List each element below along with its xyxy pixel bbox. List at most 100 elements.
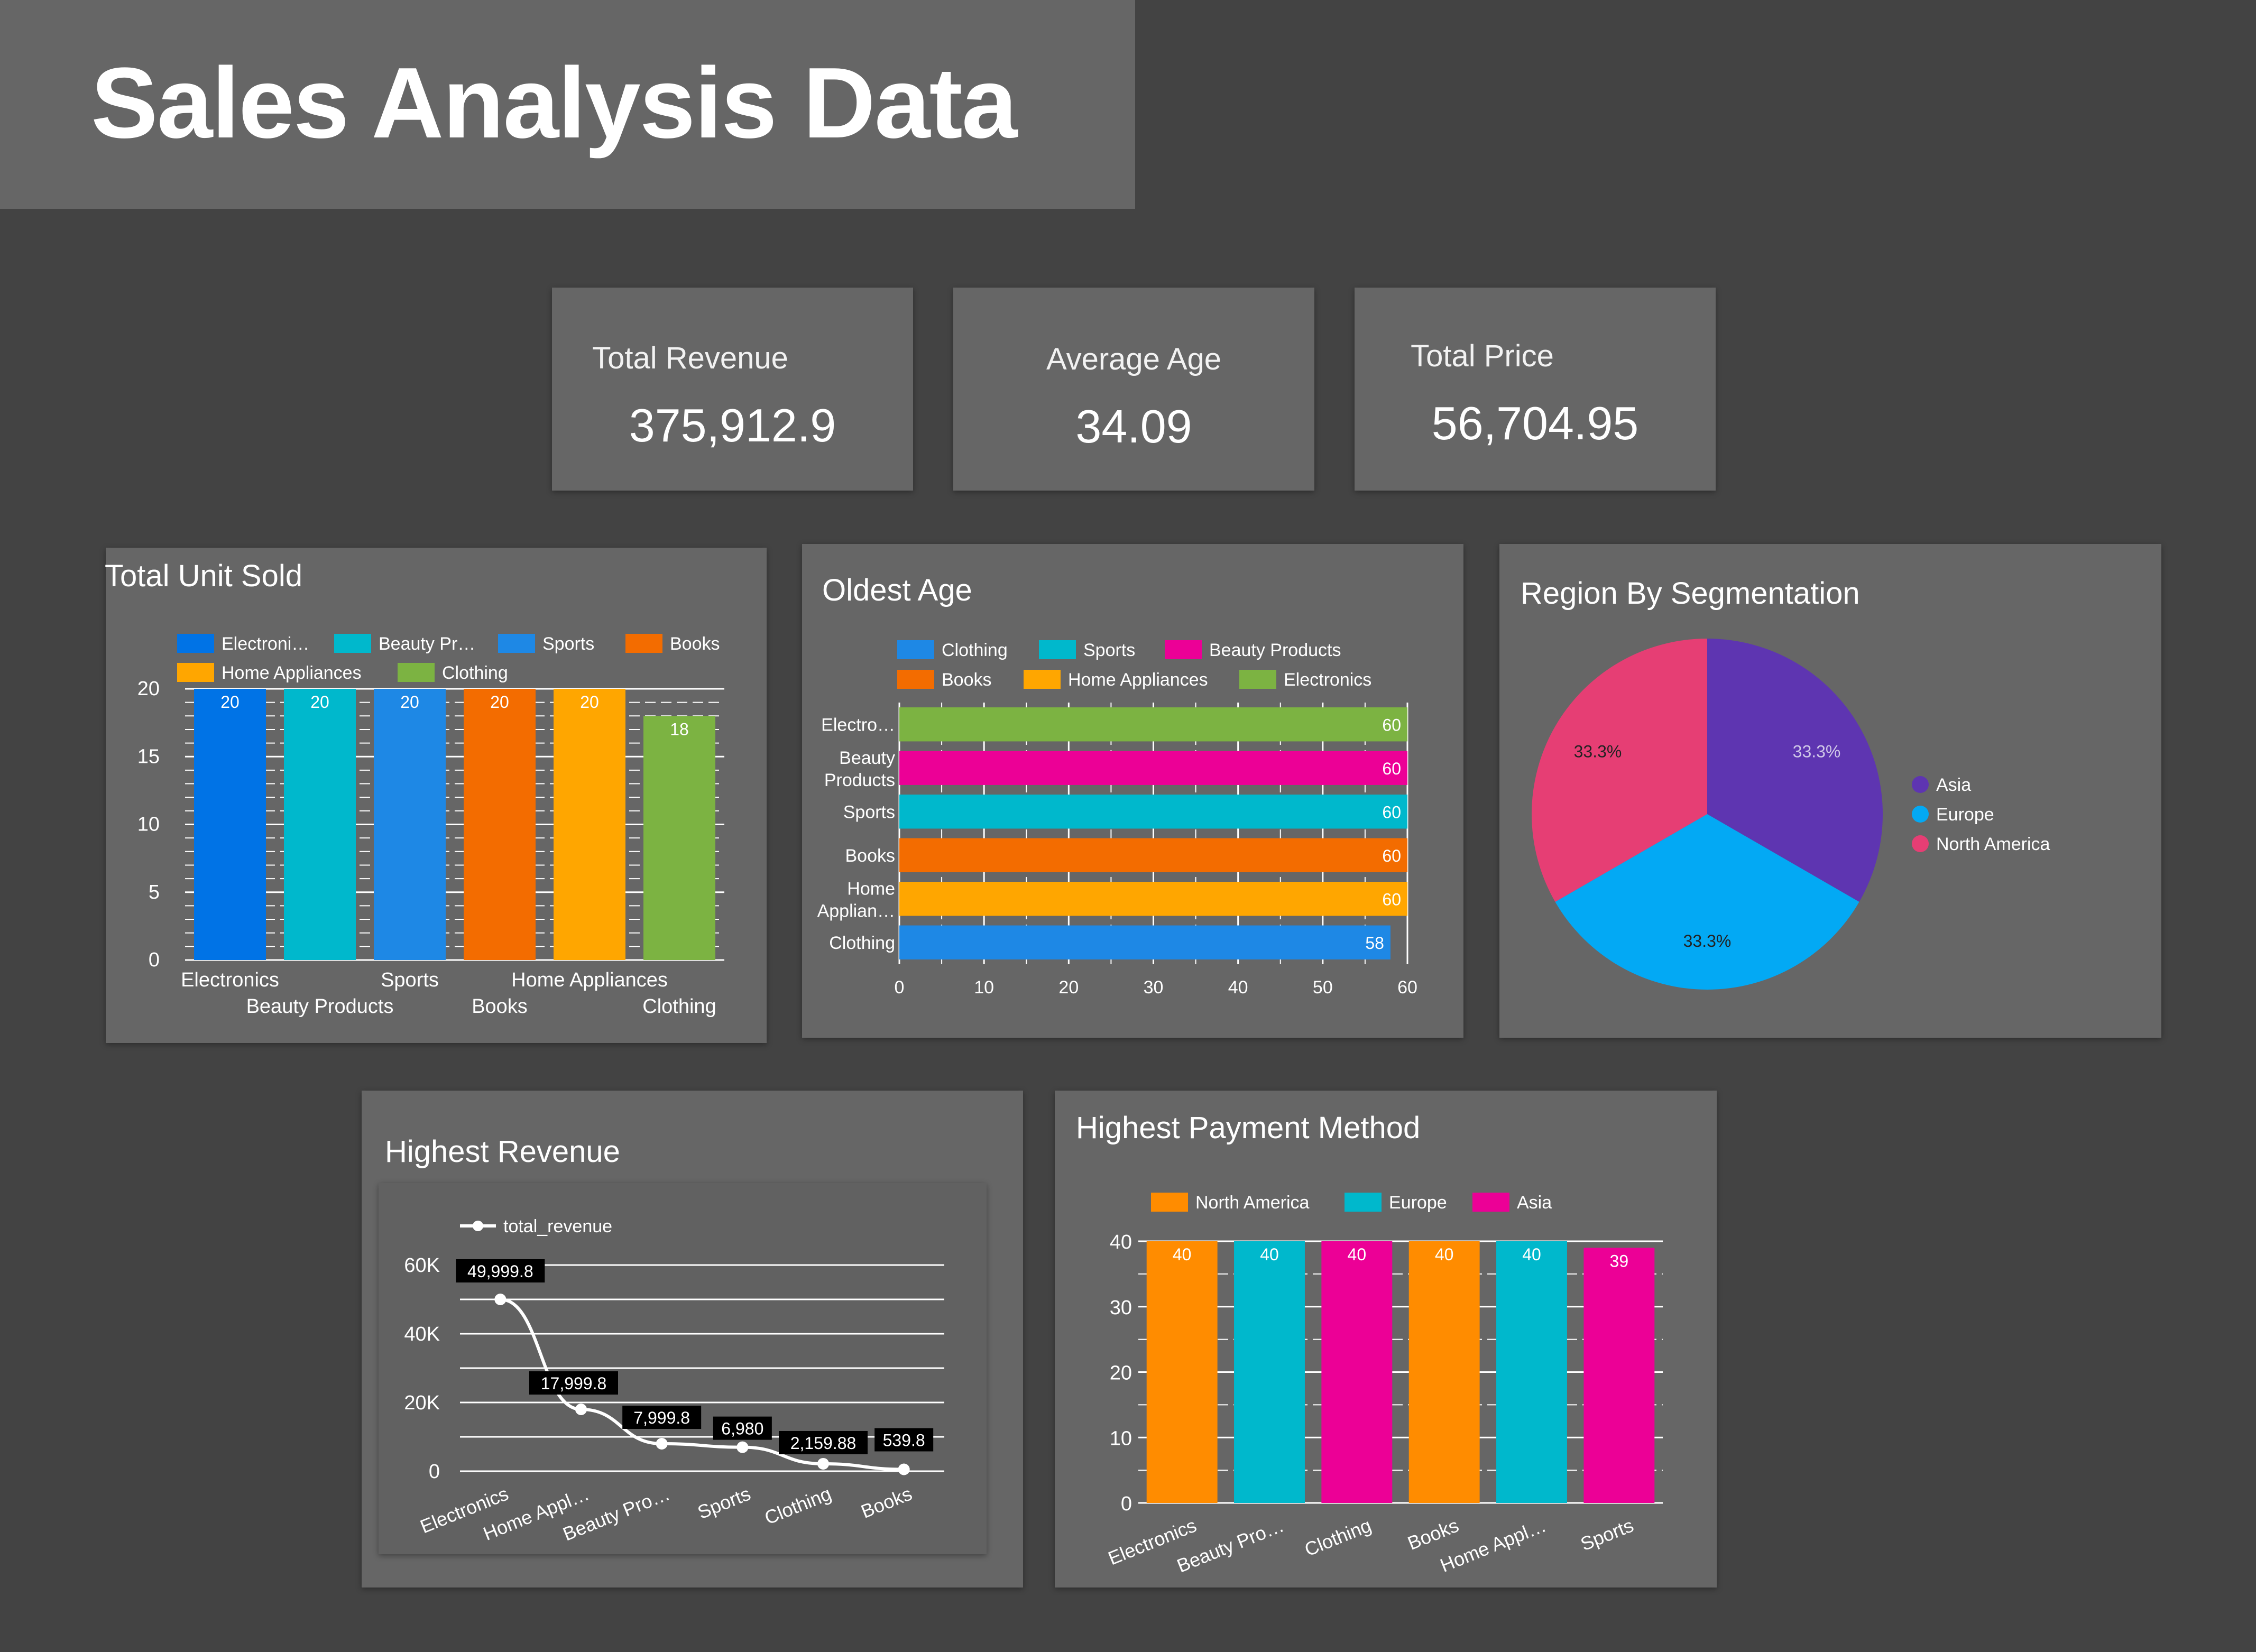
data-label: 40 xyxy=(1173,1245,1192,1264)
kpi-value: 375,912.9 xyxy=(629,399,836,451)
region-chart: 33.3% 33.3% 33.3% Asia Europe North America xyxy=(1532,639,2050,990)
payment-chart: North America Europe Asia01020304040Electr… xyxy=(1105,1193,1663,1577)
bar xyxy=(899,795,1407,829)
legend-swatch xyxy=(1472,1193,1509,1212)
x-tick-label: Sports xyxy=(1578,1514,1637,1555)
kpi-value: 56,704.95 xyxy=(1431,397,1639,449)
data-label: 40 xyxy=(1435,1245,1454,1264)
data-label: 60 xyxy=(1382,802,1401,822)
y-tick-label: 60K xyxy=(404,1254,440,1277)
bar xyxy=(1408,1241,1480,1503)
slice-label: 33.3% xyxy=(1793,742,1841,761)
pie-slice xyxy=(1707,639,1883,902)
legend-swatch xyxy=(625,634,662,653)
bar xyxy=(1496,1241,1567,1503)
legend-swatch xyxy=(1239,670,1276,689)
legend-label: Home Appliances xyxy=(1068,670,1208,690)
data-label: 58 xyxy=(1365,934,1384,953)
legend-swatch xyxy=(897,640,934,659)
legend-label: Clothing xyxy=(942,640,1008,660)
bar xyxy=(194,689,266,960)
legend-label: Sports xyxy=(542,634,594,654)
legend-label: North America xyxy=(1936,834,2050,854)
title-banner: Sales Analysis Data xyxy=(0,0,1135,209)
bar xyxy=(554,689,625,960)
slice-label: 33.3% xyxy=(1574,742,1622,761)
x-tick-label: Sports xyxy=(695,1482,754,1523)
bar xyxy=(1146,1241,1218,1503)
y-tick-label: 20K xyxy=(404,1392,440,1414)
units-sold-panel: Total Unit Sold Electroni… Beauty Pr… Spor… xyxy=(105,548,767,1043)
kpi-label: Total Revenue xyxy=(592,341,788,375)
legend-label: Beauty Pr… xyxy=(379,634,475,654)
data-label: 20 xyxy=(490,693,509,712)
data-point xyxy=(817,1457,829,1470)
oldest-age-chart: Clothing Sports Beauty Products Books Home A… xyxy=(817,640,1417,998)
y-tick-label: 30 xyxy=(1110,1297,1132,1319)
x-tick-label: 10 xyxy=(974,977,994,998)
legend-label: total_revenue xyxy=(503,1216,612,1236)
units-sold-chart: Electroni… Beauty Pr… Sports Books Home Appl… xyxy=(137,634,724,1018)
kpi-label: Total Price xyxy=(1411,339,1554,373)
bar xyxy=(899,925,1391,959)
y-tick-label: Applian… xyxy=(817,901,895,921)
region-panel: Region By Segmentation 33.3% 33.3% 33.3% As… xyxy=(1499,544,2161,1038)
y-tick-label: Beauty xyxy=(839,748,895,768)
y-tick-label: 15 xyxy=(137,745,160,768)
legend-swatch xyxy=(1165,640,1202,659)
x-tick-label: Clothing xyxy=(1301,1514,1374,1560)
legend-swatch xyxy=(1912,835,1929,852)
legend-swatch xyxy=(177,634,214,653)
highest-revenue-panel: Highest Revenue total_revenue 0 20K 40K 60K 4… xyxy=(362,1091,1023,1588)
y-tick-label: Electro… xyxy=(821,715,895,735)
y-tick-label: 10 xyxy=(137,814,160,836)
bar xyxy=(1234,1241,1305,1503)
chart-title: Oldest Age xyxy=(822,573,972,607)
data-label: 18 xyxy=(670,719,689,739)
data-label: 539.8 xyxy=(883,1430,925,1450)
y-tick-label: Clothing xyxy=(829,933,895,953)
data-label: 60 xyxy=(1382,759,1401,778)
data-label: 40 xyxy=(1348,1245,1367,1264)
data-point xyxy=(575,1404,587,1416)
y-tick-label: 20 xyxy=(137,678,160,700)
chart-title: Region By Segmentation xyxy=(1521,576,1860,611)
legend-swatch xyxy=(1912,806,1929,823)
bar xyxy=(1321,1241,1393,1503)
bar xyxy=(464,689,536,960)
y-tick-label: 0 xyxy=(1121,1493,1132,1515)
data-point xyxy=(656,1438,668,1450)
legend-label: Home Appliances xyxy=(222,663,362,683)
legend-label: Books xyxy=(942,670,992,690)
data-label-bg xyxy=(713,1416,772,1440)
x-tick-label: 20 xyxy=(1058,977,1079,998)
y-tick-label: 40K xyxy=(404,1323,440,1345)
x-tick-label: 40 xyxy=(1228,977,1248,998)
kpi-label: Average Age xyxy=(1046,342,1222,376)
x-tick-label: Books xyxy=(858,1482,915,1522)
page-title: Sales Analysis Data xyxy=(91,47,1017,159)
kpi-total-price: Total Price 56,704.95 xyxy=(1355,288,1716,491)
y-tick-label: Books xyxy=(845,846,896,866)
y-tick-label: 0 xyxy=(429,1461,440,1483)
y-tick-label: 40 xyxy=(1110,1231,1132,1253)
data-label: 40 xyxy=(1522,1245,1541,1264)
data-label: 20 xyxy=(400,693,419,712)
data-label: 6,980 xyxy=(721,1419,763,1438)
kpi-average-age: Average Age 34.09 xyxy=(953,288,1314,491)
bar xyxy=(374,689,446,960)
pie-slice xyxy=(1555,814,1859,990)
data-label: 60 xyxy=(1382,846,1401,865)
bar xyxy=(284,689,356,960)
legend-label: Europe xyxy=(1389,1193,1447,1213)
legend-label: Asia xyxy=(1936,775,1971,795)
legend-swatch xyxy=(177,663,214,682)
data-label-bg xyxy=(456,1259,545,1283)
legend-swatch xyxy=(1024,670,1061,689)
x-tick-label: 0 xyxy=(895,977,905,998)
x-tick-label: 50 xyxy=(1313,977,1333,998)
bar xyxy=(1583,1248,1655,1503)
data-label: 17,999.8 xyxy=(541,1374,607,1393)
x-tick-label: 60 xyxy=(1397,977,1417,998)
legend-swatch xyxy=(1151,1193,1188,1212)
